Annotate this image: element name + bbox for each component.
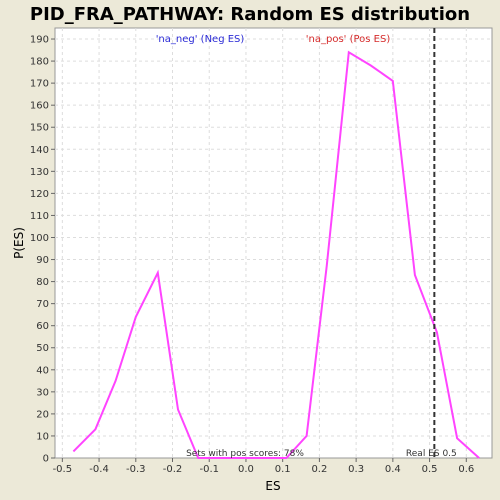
y-tick-label: 110 bbox=[30, 211, 49, 222]
x-tick-label: -0.5 bbox=[53, 464, 73, 475]
series-layer bbox=[72, 50, 480, 459]
y-tick-label: 100 bbox=[30, 233, 49, 244]
y-tick-label: 20 bbox=[36, 409, 49, 420]
plot-area bbox=[54, 27, 493, 459]
y-tick-label: 10 bbox=[36, 431, 49, 442]
y-tick-label: 170 bbox=[30, 79, 49, 90]
y-axis-label: P(ES) bbox=[12, 227, 26, 259]
x-tick-label: -0.1 bbox=[199, 464, 219, 475]
y-tick-label: 150 bbox=[30, 123, 49, 134]
y-axis: 0 10 20 30 40 50 60 70 80 90 100 110 120 130 140 150 160… bbox=[30, 35, 55, 465]
real-es-label: Real ES 0.5 bbox=[406, 449, 457, 459]
x-tick-label: -0.3 bbox=[126, 464, 146, 475]
series-line bbox=[72, 50, 480, 459]
x-tick-label: 0.0 bbox=[238, 464, 254, 475]
y-tick-label: 40 bbox=[36, 365, 49, 376]
x-tick-label: 0.2 bbox=[311, 464, 327, 475]
x-tick-label: 0.6 bbox=[458, 464, 474, 475]
grid-lines bbox=[55, 28, 492, 458]
y-tick-label: 160 bbox=[30, 101, 49, 112]
x-tick-label: 0.3 bbox=[348, 464, 364, 475]
y-tick-label: 80 bbox=[36, 277, 49, 288]
x-tick-label: -0.4 bbox=[89, 464, 109, 475]
pos-scores-annotation: Sets with pos scores: 78% bbox=[186, 449, 304, 459]
y-tick-label: 120 bbox=[30, 189, 49, 200]
x-tick-label: -0.2 bbox=[163, 464, 183, 475]
x-tick-label: 0.1 bbox=[275, 464, 291, 475]
y-tick-label: 0 bbox=[43, 454, 49, 465]
y-tick-label: 60 bbox=[36, 321, 49, 332]
legend-pos-es: 'na_pos' (Pos ES) bbox=[306, 34, 391, 45]
y-tick-label: 90 bbox=[36, 255, 49, 266]
y-tick-label: 130 bbox=[30, 167, 49, 178]
y-tick-label: 180 bbox=[30, 57, 49, 68]
y-tick-label: 50 bbox=[36, 343, 49, 354]
x-axis: -0.5 -0.4 -0.3 -0.2 -0.1 0.0 0.1 0.2 0.3 0.4 0.5 0.… bbox=[53, 458, 474, 475]
y-tick-label: 70 bbox=[36, 299, 49, 310]
y-tick-label: 190 bbox=[30, 35, 49, 46]
x-tick-label: 0.5 bbox=[422, 464, 438, 475]
y-tick-label: 30 bbox=[36, 387, 49, 398]
y-tick-label: 140 bbox=[30, 145, 49, 156]
x-tick-label: 0.4 bbox=[385, 464, 401, 475]
x-axis-label: ES bbox=[265, 479, 280, 493]
legend-neg-es: 'na_neg' (Neg ES) bbox=[156, 34, 245, 45]
chart-title: PID_FRA_PATHWAY: Random ES distribution bbox=[30, 4, 470, 25]
